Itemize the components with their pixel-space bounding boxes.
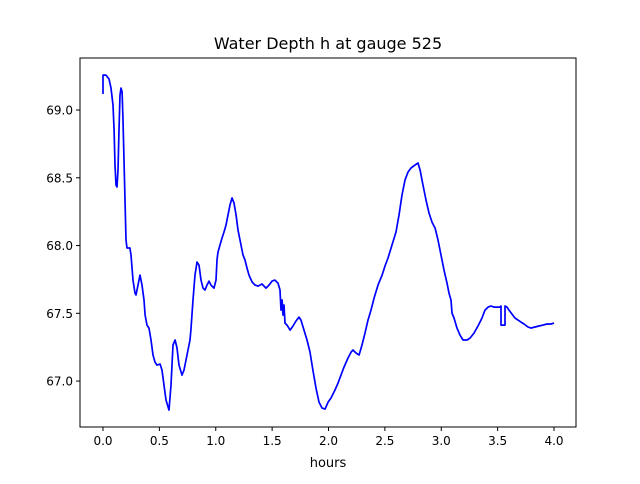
y-tick-label: 69.0 bbox=[46, 104, 73, 118]
x-tick-label: 3.5 bbox=[488, 434, 507, 448]
x-tick-label: 1.5 bbox=[263, 434, 282, 448]
x-axis: 0.0 0.5 1.0 1.5 2.0 2.5 3.0 3.5 4.0 bbox=[93, 427, 564, 448]
x-tick-label: 3.0 bbox=[432, 434, 451, 448]
chart-title: Water Depth h at gauge 525 bbox=[214, 34, 442, 53]
x-axis-label: hours bbox=[310, 456, 347, 471]
y-tick-label: 67.0 bbox=[46, 375, 73, 389]
plot-area bbox=[102, 74, 555, 411]
x-tick-label: 1.0 bbox=[206, 434, 225, 448]
y-tick-label: 68.5 bbox=[46, 171, 73, 185]
x-tick-label: 2.0 bbox=[319, 434, 338, 448]
axes-frame bbox=[79, 57, 577, 428]
series-line-h bbox=[102, 74, 555, 411]
x-tick-label: 0.0 bbox=[93, 434, 112, 448]
x-tick-label: 4.0 bbox=[544, 434, 563, 448]
y-tick-label: 68.0 bbox=[46, 239, 73, 253]
y-axis: 67.0 67.5 68.0 68.5 69.0 bbox=[46, 104, 80, 389]
x-tick-label: 0.5 bbox=[150, 434, 169, 448]
x-tick-label: 2.5 bbox=[375, 434, 394, 448]
y-tick-label: 67.5 bbox=[46, 307, 73, 321]
